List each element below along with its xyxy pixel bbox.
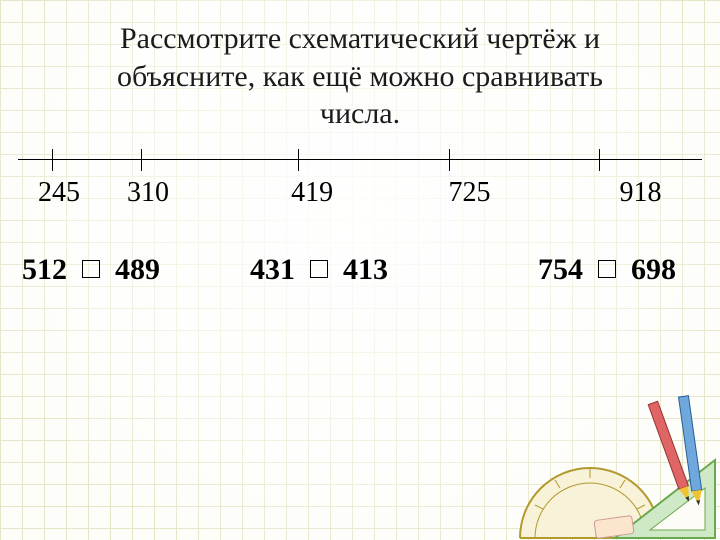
- comparison-2-left: 431: [250, 253, 295, 286]
- number-line-label: 245: [38, 177, 80, 209]
- heading-line-2: объясните, как ещё можно сравнивать: [18, 58, 702, 96]
- comparison-2: 431 413: [250, 253, 388, 287]
- blank-box-icon: [82, 260, 100, 278]
- number-line-label: 419: [291, 177, 333, 209]
- comparison-3: 754 698: [538, 253, 676, 287]
- comparison-1: 512 489: [22, 253, 160, 287]
- blank-box-icon: [598, 260, 616, 278]
- number-line-tick: [599, 149, 600, 171]
- slide-content: Рассмотрите схематический чертёж и объяс…: [0, 0, 720, 540]
- number-line-label: 725: [448, 177, 490, 209]
- comparison-1-left: 512: [22, 253, 67, 286]
- number-line-tick: [449, 149, 450, 171]
- number-line-tick: [141, 149, 142, 171]
- comparison-row: 512 489 431 413 754 698: [18, 253, 702, 287]
- comparison-3-left: 754: [538, 253, 583, 286]
- comparison-3-right: 698: [631, 253, 676, 286]
- blank-box-icon: [310, 260, 328, 278]
- heading: Рассмотрите схематический чертёж и объяс…: [18, 20, 702, 133]
- heading-line-1: Рассмотрите схематический чертёж и: [18, 20, 702, 58]
- number-line-label: 918: [619, 177, 661, 209]
- heading-line-3: числа.: [18, 95, 702, 133]
- number-line-label: 310: [127, 177, 169, 209]
- number-line: [18, 147, 702, 173]
- number-line-labels: 245 310 419 725 918: [18, 177, 702, 211]
- number-line-tick: [298, 149, 299, 171]
- number-line-tick: [52, 149, 53, 171]
- comparison-2-right: 413: [343, 253, 388, 286]
- comparison-1-right: 489: [115, 253, 160, 286]
